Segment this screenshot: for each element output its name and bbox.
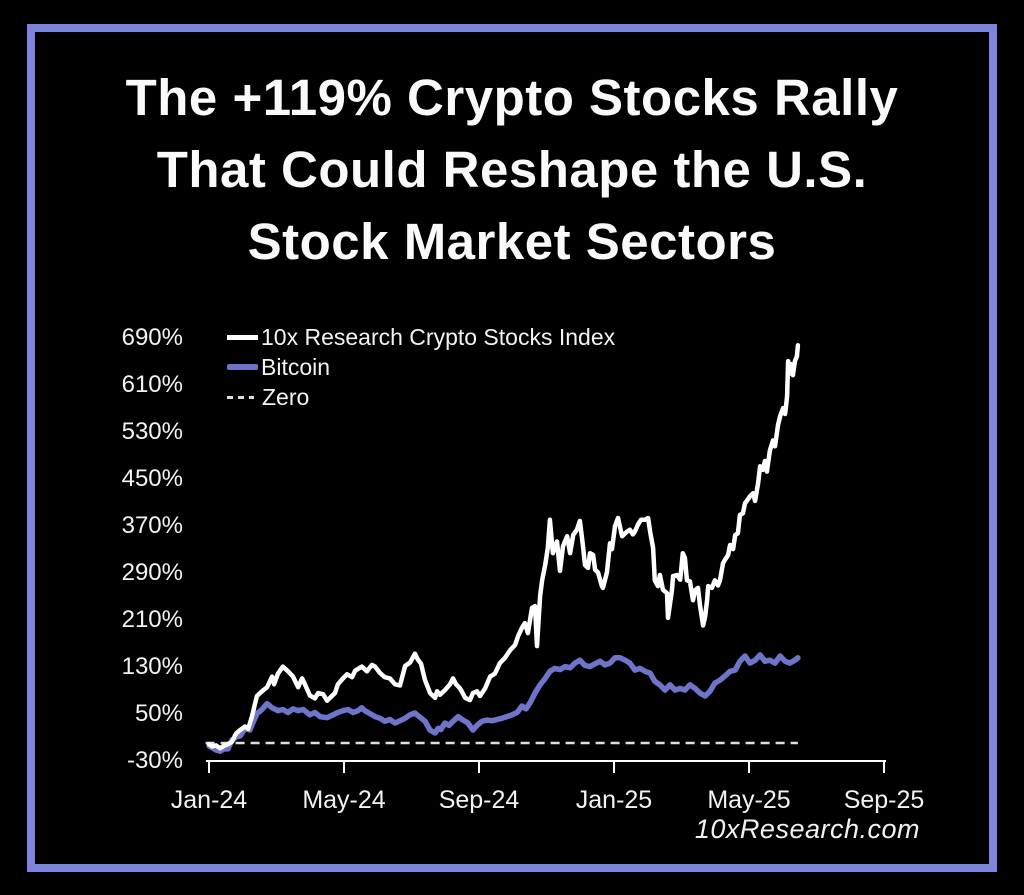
legend-label-zero: Zero xyxy=(262,383,310,410)
bitcoin-line-swatch-icon xyxy=(227,364,258,370)
y-axis-label: 610% xyxy=(121,370,183,398)
legend-item-index: 10x Research Crypto Stocks Index xyxy=(227,322,615,352)
watermark: 10xResearch.com xyxy=(694,814,920,844)
y-axis-label: 450% xyxy=(121,464,183,492)
x-axis-label: May-24 xyxy=(302,786,386,814)
legend-item-zero: Zero xyxy=(227,382,615,412)
index-line-swatch-icon xyxy=(227,334,258,340)
y-axis-label: 690% xyxy=(121,323,183,351)
title-line-2: That Could Reshape the U.S. xyxy=(156,141,868,198)
x-axis-label: Jan-25 xyxy=(575,786,653,814)
series-line-bitcoin xyxy=(206,652,801,754)
x-axis-label: Sep-25 xyxy=(843,786,925,814)
zero-line-swatch-icon xyxy=(227,395,254,399)
y-axis-label: 130% xyxy=(121,652,183,680)
y-axis-label: 370% xyxy=(121,511,183,539)
x-axis-label: Jan-24 xyxy=(170,786,248,814)
title-line-1: The +119% Crypto Stocks Rally xyxy=(125,69,899,126)
border-frame xyxy=(27,24,997,872)
x-axis-label: Sep-24 xyxy=(438,786,520,814)
chart-legend: 10x Research Crypto Stocks Index Bitcoin… xyxy=(227,322,615,412)
series-line-10x-research-crypto-stocks-index xyxy=(206,343,801,751)
legend-label-bitcoin: Bitcoin xyxy=(261,353,331,380)
y-axis-label: -30% xyxy=(126,746,183,774)
y-axis-label: 290% xyxy=(121,558,183,586)
y-axis-label: 530% xyxy=(121,417,183,445)
x-axis-label: May-25 xyxy=(707,786,791,814)
y-axis-label: 50% xyxy=(134,699,183,727)
y-axis-label: 210% xyxy=(121,605,183,633)
legend-item-bitcoin: Bitcoin xyxy=(227,352,615,382)
page-title: The +119% Crypto Stocks Rally That Could… xyxy=(44,62,980,278)
legend-label-index: 10x Research Crypto Stocks Index xyxy=(261,323,616,350)
title-line-3: Stock Market Sectors xyxy=(247,213,777,270)
